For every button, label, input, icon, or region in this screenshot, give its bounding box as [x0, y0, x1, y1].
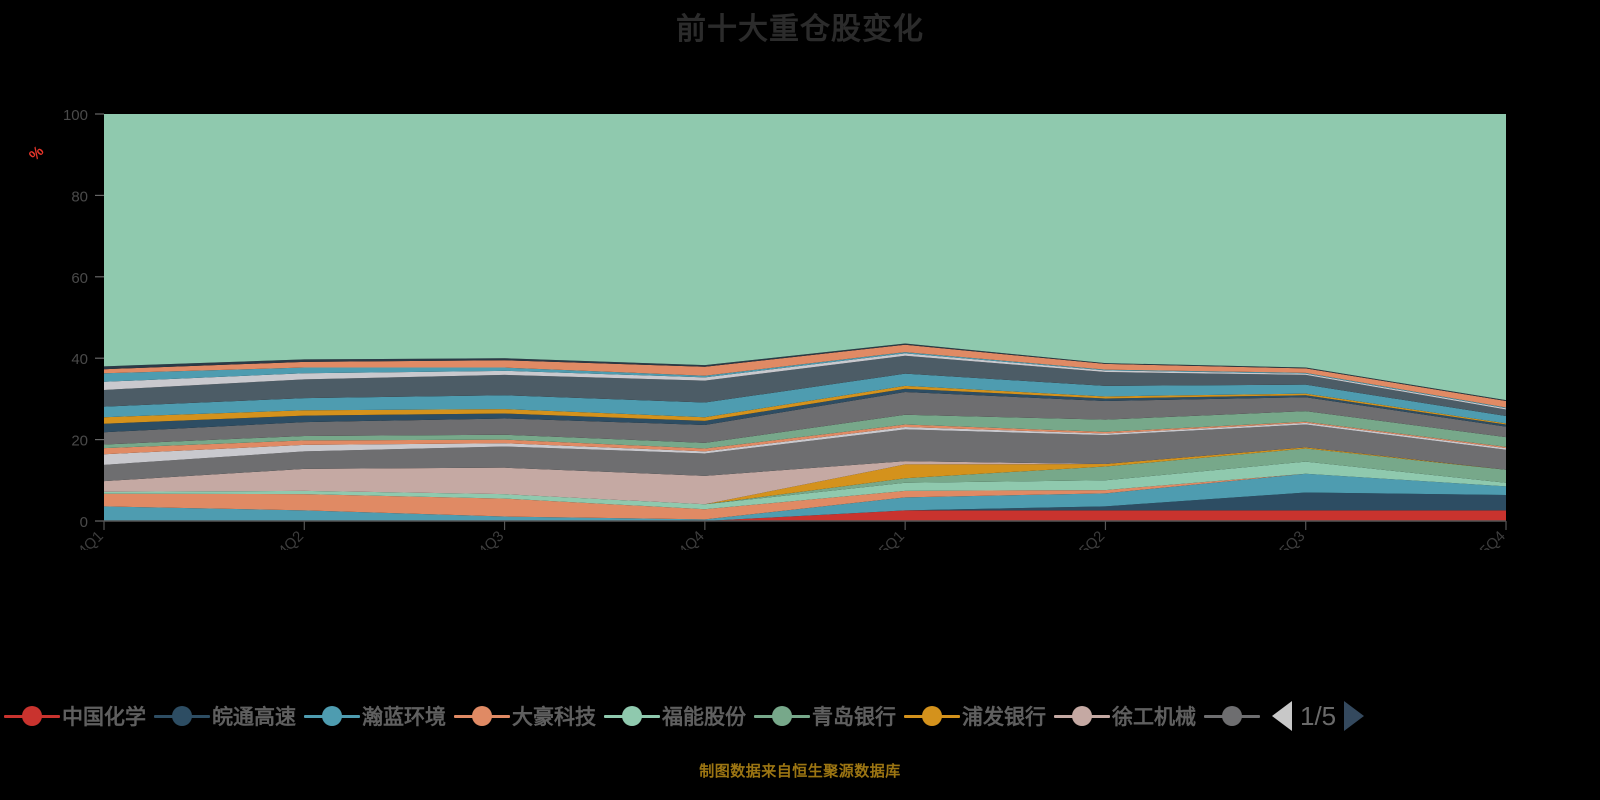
area-series-8	[104, 447, 1506, 505]
legend-item-1[interactable]: 中国化学	[4, 701, 146, 731]
area-series-2	[104, 492, 1506, 521]
legend-item-3[interactable]: 瀚蓝环境	[304, 701, 446, 731]
x-tick-label: 2024Q2	[257, 528, 307, 550]
chart-plot-area: 0 20 40 60 80 100 2024Q1 2024Q2 2024Q3 2024Q4 2025…	[0, 90, 1600, 550]
legend-marker-icon	[454, 705, 510, 727]
x-tick-label: 2024Q1	[57, 528, 107, 550]
legend-item-4[interactable]: 大豪科技	[454, 701, 596, 731]
x-tick-label: 2024Q3	[458, 528, 508, 550]
legend-marker-icon	[1054, 705, 1110, 727]
legend-item-label: 浦发银行	[962, 706, 1046, 729]
area-series-20	[104, 344, 1506, 408]
y-tick-label: 40	[71, 351, 88, 368]
area-series-5	[104, 461, 1506, 510]
triangle-left-icon[interactable]	[1272, 701, 1292, 731]
legend-item-label: 皖通高速	[212, 706, 296, 729]
data-source-note: 制图数据来自恒生聚源数据库	[699, 763, 901, 780]
legend-item-label: 徐工机械	[1112, 706, 1196, 729]
x-tick-label: 2025Q1	[858, 528, 908, 550]
legend-item-2[interactable]: 皖通高速	[154, 701, 296, 731]
area-series-22	[104, 114, 1506, 401]
legend-item-7[interactable]: 浦发银行	[904, 701, 1046, 731]
stacked-area-svg: 0 20 40 60 80 100 2024Q1 2024Q2 2024Q3 2024Q4 2025…	[57, 107, 1509, 550]
legend-item-9[interactable]	[1204, 705, 1262, 727]
area-series-9	[104, 424, 1506, 482]
legend-item-label: 大豪科技	[512, 706, 596, 729]
legend-item-label: 瀚蓝环境	[362, 706, 446, 729]
legend-marker-icon	[1204, 705, 1260, 727]
y-tick-label: 60	[71, 270, 88, 287]
legend-item-6[interactable]: 青岛银行	[754, 701, 896, 731]
legend-item-label: 中国化学	[62, 706, 146, 729]
area-series-16	[104, 373, 1506, 424]
triangle-right-icon[interactable]	[1344, 701, 1365, 731]
area-series-21	[104, 343, 1506, 401]
area-series-6	[104, 448, 1506, 505]
legend-item-label: 青岛银行	[812, 706, 896, 729]
y-tick-label: 100	[63, 107, 88, 124]
x-tick-label: 2024Q4	[658, 528, 708, 550]
area-series-13	[104, 391, 1506, 445]
chart-legend: 中国化学 皖通高速 瀚蓝环境 大豪科技 福能股份 青岛银行 浦发银行 徐工机械 1/5	[0, 692, 1600, 740]
legend-marker-icon	[154, 705, 210, 727]
legend-marker-icon	[304, 705, 360, 727]
y-tick-label: 0	[80, 514, 88, 531]
area-series-4	[104, 473, 1506, 520]
legend-marker-icon	[904, 705, 960, 727]
legend-marker-icon	[4, 705, 60, 727]
area-series-12	[104, 411, 1506, 449]
legend-marker-icon	[754, 705, 810, 727]
x-tick-label: 2025Q3	[1259, 528, 1309, 550]
legend-marker-icon	[604, 705, 660, 727]
area-series-3	[104, 473, 1506, 521]
legend-page-indicator: 1/5	[1300, 700, 1337, 731]
legend-item-8[interactable]: 徐工机械	[1054, 701, 1196, 731]
legend-pagination: 1/5	[1272, 700, 1365, 732]
area-series-1	[104, 510, 1506, 521]
area-series-14	[104, 388, 1506, 433]
y-tick-label: 20	[71, 433, 88, 450]
page-title: 前十大重仓股变化	[676, 13, 924, 46]
x-tick-label: 2025Q2	[1058, 528, 1108, 550]
area-series-17	[104, 355, 1506, 416]
x-tick-label: 2025Q4	[1459, 528, 1509, 550]
y-tick-label: 80	[71, 188, 88, 205]
legend-item-label: 福能股份	[662, 706, 746, 729]
area-series-7	[104, 447, 1506, 505]
legend-item-5[interactable]: 福能股份	[604, 701, 746, 731]
area-series-11	[104, 421, 1506, 455]
